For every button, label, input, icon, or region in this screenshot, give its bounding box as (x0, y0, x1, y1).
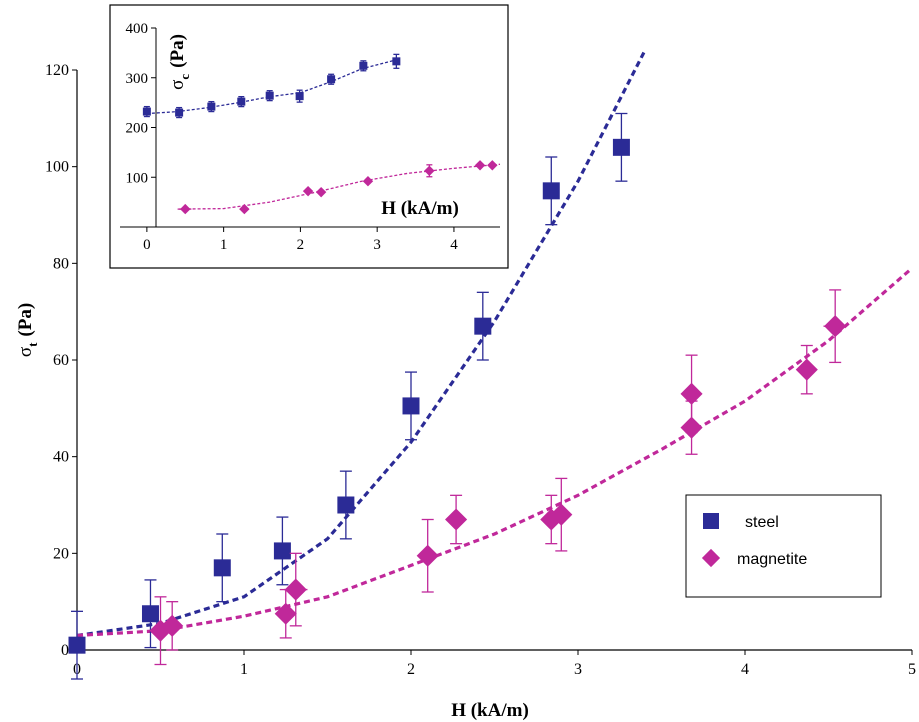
magnetite-point (302, 185, 314, 197)
magnetite-point (315, 186, 327, 198)
magnetite-fit-curve (76, 266, 914, 638)
inset-fit-curves (146, 59, 501, 210)
inset-y-axis-label: σc (Pa) (167, 34, 192, 90)
y-tick-label: 80 (53, 255, 69, 272)
main-y-axis-label: σt (Pa) (15, 303, 40, 357)
svg-text:σt(Pa): σt (Pa) (15, 303, 40, 357)
inset-plot: 0 1 2 3 4 100 200 300 400 H (kA/m) σc (Pa) (109, 4, 509, 269)
magnetite-point (824, 315, 847, 338)
steel-point (474, 317, 492, 335)
magnetite-point (362, 176, 374, 187)
magnetite-point (180, 203, 191, 215)
svg-text:σc(Pa): σc (Pa) (167, 34, 192, 90)
y-tick-label: 40 (53, 449, 69, 466)
legend-box (685, 494, 882, 598)
y-tick-label: 200 (126, 121, 149, 137)
y-tick-label: 100 (45, 159, 69, 176)
y-tick-label: 400 (126, 21, 149, 37)
y-tick-label: 100 (126, 170, 149, 186)
steel-point (237, 97, 246, 106)
legend: steel magnetite (685, 494, 882, 598)
magnetite-point (424, 165, 435, 176)
steel-point (213, 559, 231, 577)
magnetite-fit-curve (177, 163, 501, 210)
x-tick-label: 3 (373, 237, 381, 253)
inset-y-label-sub: c (177, 74, 192, 80)
x-tick-label: 5 (908, 661, 916, 678)
x-tick-label: 2 (297, 237, 305, 253)
steel-point (402, 397, 420, 415)
x-tick-label: 4 (741, 661, 749, 678)
magnetite-point (680, 416, 703, 439)
steel-point (612, 138, 630, 156)
main-y-label-sub: t (25, 342, 40, 347)
legend-magnetite-diamond (701, 548, 721, 568)
magnetite-point (795, 358, 818, 381)
magnetite-point (445, 508, 468, 531)
x-tick-label: 2 (407, 661, 415, 678)
magnetite-point (550, 503, 573, 526)
main-data-points (68, 112, 847, 680)
main-y-label-unit: (Pa) (15, 303, 36, 337)
magnetite-point (487, 160, 498, 171)
steel-fit-curve (146, 59, 397, 115)
steel-point (295, 92, 304, 101)
legend-magnetite-marker (701, 548, 721, 568)
inset-ticks: 0 1 2 3 4 100 200 300 400 (126, 21, 459, 253)
steel-point (327, 75, 336, 84)
y-tick-label: 120 (45, 62, 69, 79)
steel-point (392, 57, 401, 66)
magnetite-point (474, 160, 486, 171)
x-tick-label: 1 (240, 661, 248, 678)
steel-point (68, 636, 86, 654)
x-tick-label: 0 (143, 237, 151, 253)
y-tick-label: 60 (53, 352, 69, 369)
steel-point (207, 102, 216, 111)
main-ticks: 0 1 2 3 4 5 0 20 40 60 80 100 120 (45, 62, 916, 678)
main-y-label-sigma: σ (15, 347, 36, 357)
magnetite-point (239, 203, 250, 215)
steel-point (142, 107, 151, 116)
legend-magnetite-label: magnetite (737, 551, 807, 568)
legend-steel-square (703, 513, 719, 529)
magnetite-point (416, 544, 439, 567)
inset-y-label-sigma: σ (167, 80, 188, 90)
steel-point (265, 91, 274, 100)
inset-x-axis-label: H (kA/m) (381, 198, 459, 219)
inset-data-points (142, 53, 498, 215)
x-tick-label: 3 (574, 661, 582, 678)
steel-point (273, 542, 291, 560)
magnetite-point (284, 578, 307, 601)
y-tick-label: 300 (126, 71, 149, 87)
main-x-axis-label: H (kA/m) (451, 700, 529, 721)
legend-steel-label: steel (745, 514, 779, 531)
magnetite-point (680, 382, 703, 405)
magnetite-point (161, 614, 184, 637)
steel-point (542, 182, 560, 200)
steel-point (141, 605, 159, 623)
x-tick-label: 4 (450, 237, 458, 253)
x-tick-label: 1 (220, 237, 228, 253)
y-tick-label: 20 (53, 545, 69, 562)
inset-frame (109, 4, 509, 269)
y-tick-label: 0 (61, 642, 69, 659)
steel-point (175, 108, 184, 117)
steel-point (337, 496, 355, 514)
inset-y-label-unit: (Pa) (167, 34, 188, 68)
steel-point (359, 61, 368, 70)
legend-steel-marker (703, 513, 719, 529)
magnetite-point (274, 602, 297, 625)
main-fit-curves (76, 49, 914, 638)
steel-fit-curve (76, 49, 647, 638)
